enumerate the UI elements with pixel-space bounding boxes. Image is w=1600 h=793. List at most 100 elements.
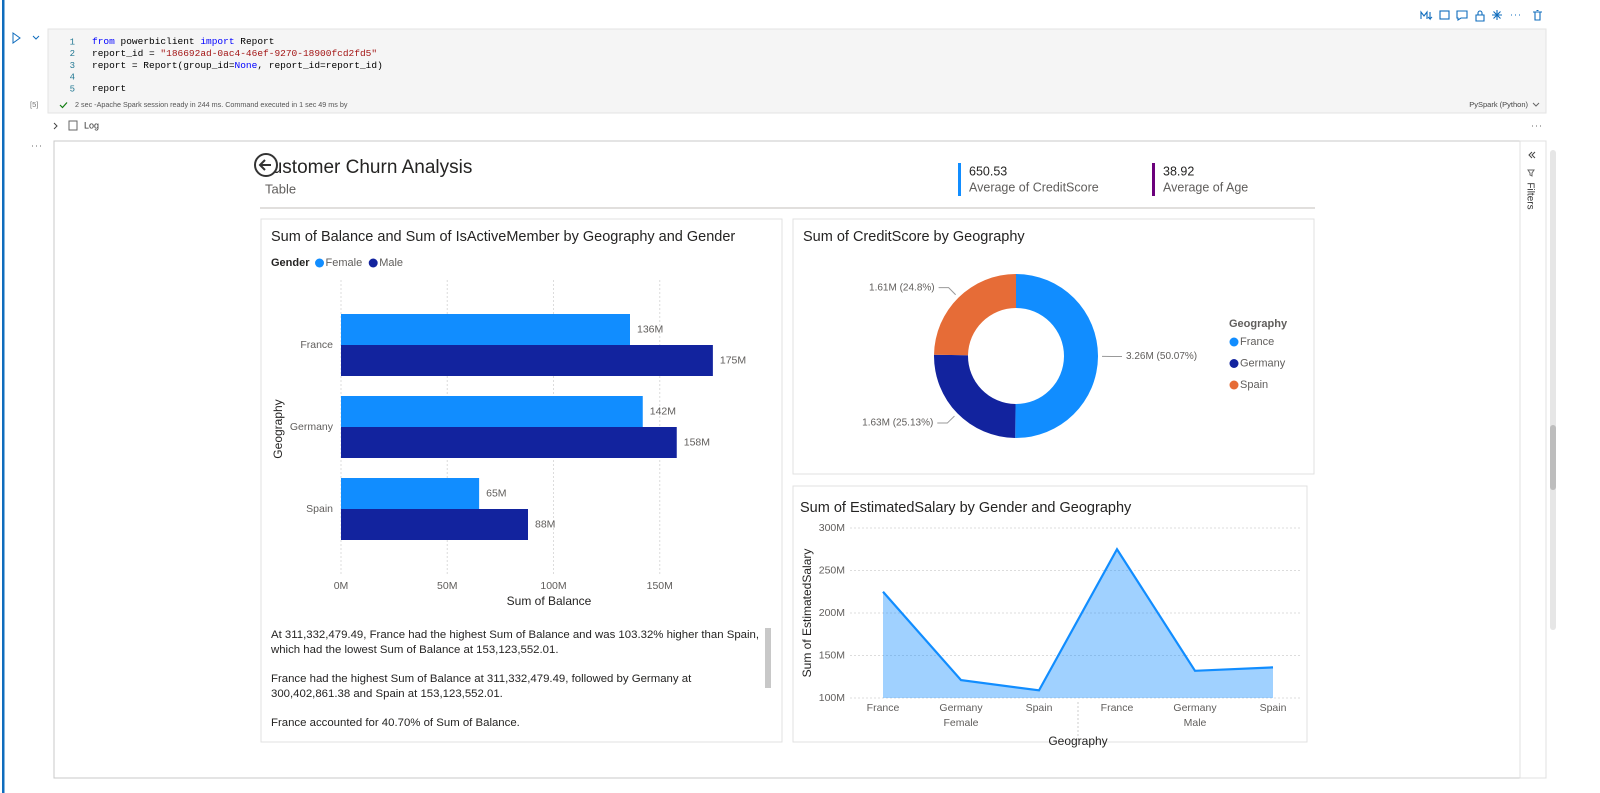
freeze-button[interactable] bbox=[1492, 10, 1502, 20]
x-tick-label: Germany bbox=[1173, 702, 1217, 714]
legend-label: Germany bbox=[1240, 357, 1286, 369]
group-label: Female bbox=[943, 717, 978, 729]
x-axis-title: Geography bbox=[1048, 734, 1107, 748]
legend-marker bbox=[368, 258, 378, 268]
data-label: 1.63M (25.13%) bbox=[862, 418, 933, 429]
y-tick-label: 100M bbox=[819, 692, 845, 704]
data-label: 142M bbox=[650, 405, 676, 417]
log-expand[interactable] bbox=[53, 122, 58, 130]
donut-slice bbox=[1015, 274, 1099, 439]
y-tick-label: 250M bbox=[819, 564, 845, 576]
legend-title: Gender bbox=[271, 257, 310, 269]
y-axis-title: Geography bbox=[271, 399, 285, 458]
scrollbar-track bbox=[1550, 150, 1556, 630]
kpi-label: Average of CreditScore bbox=[969, 180, 1099, 194]
y-tick-label: 150M bbox=[819, 649, 845, 661]
line bbox=[882, 547, 1274, 692]
code-token: import bbox=[200, 36, 235, 47]
filter-icon bbox=[1527, 169, 1535, 177]
kpi-accent bbox=[958, 163, 961, 196]
code-token: from bbox=[92, 36, 115, 47]
legend-marker bbox=[315, 258, 325, 268]
data-label: 175M bbox=[720, 354, 746, 366]
markdown-button[interactable] bbox=[1420, 10, 1433, 21]
code-token: report_id = bbox=[92, 47, 161, 59]
line-number: 4 bbox=[70, 73, 75, 83]
data-label: 3.26M (50.07%) bbox=[1126, 351, 1197, 362]
narrative-scrollbar[interactable] bbox=[765, 628, 771, 688]
report-subtitle: Table bbox=[265, 181, 296, 196]
chart-title: Sum of Balance and Sum of IsActiveMember… bbox=[271, 229, 735, 245]
back-arrow bbox=[258, 159, 271, 171]
legend-title: Geography bbox=[1229, 318, 1288, 330]
donut-slice bbox=[934, 274, 1016, 356]
legend-label: Spain bbox=[1240, 379, 1268, 391]
data-label: 1.61M (24.8%) bbox=[869, 282, 935, 293]
code-cell[interactable] bbox=[47, 28, 1547, 114]
narrative-paragraph: France accounted for 40.70% of Sum of Ba… bbox=[271, 717, 520, 727]
legend-label: France bbox=[1240, 336, 1274, 348]
kpi-accent bbox=[1152, 163, 1155, 196]
code-token: , report_id=report_id) bbox=[257, 59, 383, 71]
add-button[interactable] bbox=[1439, 10, 1450, 20]
legend-label: Female bbox=[326, 257, 363, 269]
line-number: 3 bbox=[70, 61, 75, 71]
active-cell-indicator bbox=[2, 0, 5, 793]
scrollbar-thumb[interactable] bbox=[1550, 425, 1556, 490]
legend-marker bbox=[1229, 359, 1239, 368]
line-number: 5 bbox=[70, 84, 75, 94]
y-tick-label: Spain bbox=[306, 503, 333, 515]
code-token: "186692ad-0ac4-46ef-9270-18900fcd2fd5" bbox=[160, 47, 378, 59]
language[interactable]: PySpark (Python) bbox=[1469, 100, 1528, 109]
comment-button[interactable] bbox=[1456, 10, 1468, 22]
code-line: report bbox=[92, 83, 126, 95]
y-tick-label: 200M bbox=[819, 607, 845, 619]
bar bbox=[341, 478, 480, 509]
filters-collapse[interactable] bbox=[1528, 151, 1536, 159]
leader-line bbox=[937, 415, 955, 424]
legend-marker bbox=[1229, 337, 1239, 347]
code-line: report_id = "186692ad-0ac4-46ef-9270-189… bbox=[92, 48, 377, 60]
report-title: Customer Churn Analysis bbox=[258, 157, 472, 178]
bar bbox=[341, 396, 643, 427]
kpi-value: 38.92 bbox=[1163, 164, 1194, 178]
narrative-paragraph: At 311,332,479.49, France had the highes… bbox=[271, 629, 760, 656]
log-icon bbox=[68, 120, 78, 131]
chart-title: Sum of EstimatedSalary by Gender and Geo… bbox=[800, 500, 1132, 516]
bar bbox=[341, 314, 630, 345]
x-tick-label: 50M bbox=[437, 580, 457, 592]
legend-marker bbox=[1229, 380, 1239, 390]
chart-title: Sum of CreditScore by Geography bbox=[803, 229, 1025, 245]
visual-card[interactable] bbox=[792, 485, 1308, 743]
x-tick-label: France bbox=[1101, 702, 1134, 714]
x-tick-label: Spain bbox=[1026, 702, 1053, 714]
data-label: 158M bbox=[684, 436, 710, 448]
code-token: None bbox=[234, 59, 258, 71]
code-token: powerbiclient bbox=[114, 36, 201, 47]
x-tick-label: 100M bbox=[540, 580, 566, 592]
visual-card[interactable] bbox=[792, 218, 1315, 475]
x-tick-label: Spain bbox=[1260, 702, 1287, 714]
log-label[interactable]: Log bbox=[84, 120, 99, 130]
delete-button[interactable] bbox=[1533, 9, 1542, 21]
y-tick-label: Germany bbox=[290, 421, 334, 433]
bar bbox=[341, 345, 713, 376]
x-tick-label: 150M bbox=[647, 580, 673, 592]
data-label: 65M bbox=[486, 487, 506, 499]
filters-pane[interactable] bbox=[1519, 140, 1547, 779]
narrative-paragraph: France had the highest Sum of Balance at… bbox=[271, 673, 692, 700]
code-token: Report bbox=[234, 36, 275, 47]
code-line: report = Report(group_id=None, report_id… bbox=[92, 60, 383, 72]
x-tick-label: Germany bbox=[939, 702, 983, 714]
cell-toolbar bbox=[1420, 9, 1542, 22]
y-axis-title: Sum of EstimatedSalary bbox=[800, 549, 814, 678]
cell-collapse[interactable] bbox=[32, 35, 40, 40]
language-chevron[interactable] bbox=[1532, 102, 1540, 107]
x-axis-title: Sum of Balance bbox=[507, 594, 592, 608]
smart-narrative: At 311,332,479.49, France had the highes… bbox=[271, 628, 763, 727]
lock-button[interactable] bbox=[1475, 10, 1485, 22]
line-number: 2 bbox=[70, 49, 75, 59]
run-button[interactable] bbox=[12, 32, 21, 44]
code-token: report bbox=[92, 83, 127, 94]
